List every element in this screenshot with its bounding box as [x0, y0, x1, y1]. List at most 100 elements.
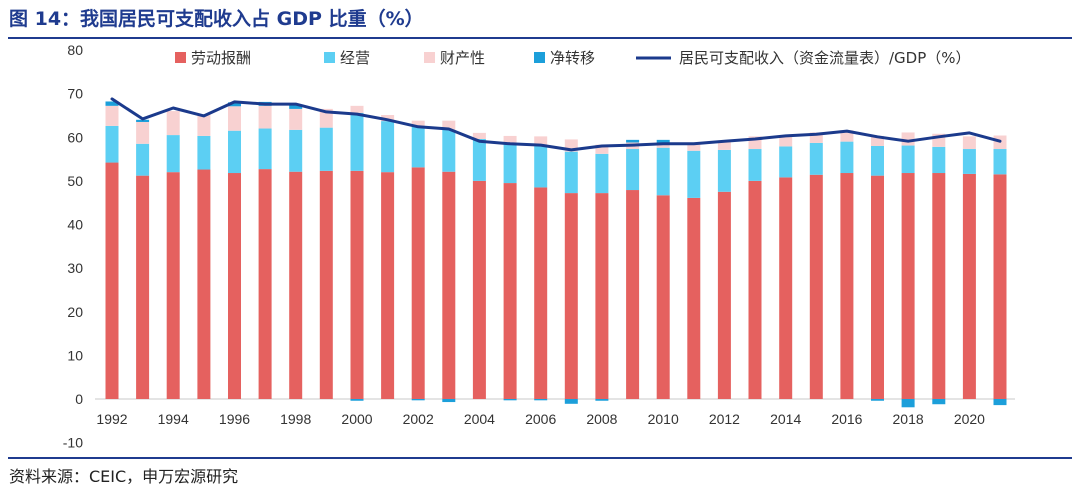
business-income-bar-1997 [258, 128, 272, 170]
property-income-bar-2011 [687, 142, 701, 151]
bar-series-group [105, 101, 1007, 408]
business-income-bar-2008 [595, 153, 609, 194]
net-transfer-bar-2019 [932, 399, 946, 405]
x-axis: 1992 1994 1996 1998 2000 2002 2004 2006 2008 2010… [96, 411, 985, 427]
chart-title: 图 14：我国居民可支配收入占 GDP 比重（%） [9, 8, 424, 30]
property-income-bar-2014 [779, 135, 793, 147]
business-income-bar-2020 [962, 149, 976, 174]
net-transfer-bar-2006 [534, 399, 548, 401]
property-income-bar-1998 [289, 108, 303, 130]
net-transfer-bar-1992 [105, 101, 119, 106]
legend-label-labor-compensation: 劳动报酬 [191, 49, 251, 67]
property-income-bar-1992 [105, 105, 119, 126]
property-income-bar-1993 [136, 121, 150, 144]
net-transfer-bar-2005 [503, 399, 517, 401]
property-income-bar-1995 [197, 114, 211, 136]
business-income-bar-1994 [166, 135, 180, 173]
labor-compensation-bar-2005 [503, 183, 517, 399]
labor-compensation-bar-2007 [564, 193, 578, 399]
property-income-bar-1997 [258, 105, 272, 129]
x-tick-label: 2020 [954, 411, 985, 427]
business-income-bar-2019 [932, 146, 946, 174]
business-income-bar-2011 [687, 150, 701, 198]
property-income-bar-2018 [901, 132, 915, 146]
y-tick-label: 30 [67, 260, 83, 276]
labor-compensation-bar-2019 [932, 173, 946, 399]
business-income-bar-2014 [779, 146, 793, 178]
legend-swatch-labor-compensation [175, 52, 186, 63]
business-income-bar-1996 [228, 130, 241, 174]
labor-compensation-bar-2013 [748, 180, 762, 400]
business-income-bar-1993 [136, 143, 150, 176]
legend: 劳动报酬 经营 财产性 净转移 居民可支配收入（资金流量表）/GDP（%） [175, 49, 971, 67]
labor-compensation-bar-1995 [197, 169, 211, 399]
net-transfer-bar-2021 [993, 399, 1007, 406]
legend-label-disposable-income-ratio: 居民可支配收入（资金流量表）/GDP（%） [679, 49, 971, 67]
business-income-bar-2001 [381, 121, 395, 173]
labor-compensation-bar-2021 [993, 174, 1007, 399]
labor-compensation-bar-1994 [166, 172, 180, 399]
legend-swatch-business-income [324, 52, 335, 63]
labor-compensation-bar-2020 [962, 173, 976, 399]
business-income-bar-2010 [656, 147, 670, 196]
legend-label-property-income: 财产性 [440, 49, 485, 67]
business-income-bar-2005 [503, 143, 517, 184]
business-income-bar-2003 [442, 129, 456, 172]
legend-label-business-income: 经营 [340, 49, 370, 67]
labor-compensation-bar-2016 [840, 173, 854, 399]
net-transfer-bar-1996 [228, 102, 241, 107]
y-tick-label: 20 [67, 304, 83, 320]
legend-item-disposable-income-ratio: 居民可支配收入（资金流量表）/GDP（%） [636, 49, 971, 67]
business-income-bar-2000 [350, 112, 364, 171]
property-income-bar-2008 [595, 144, 609, 154]
y-axis: -10 0 10 20 30 40 50 60 70 80 [63, 42, 83, 451]
business-income-bar-2006 [534, 144, 548, 188]
labor-compensation-bar-2012 [717, 191, 731, 399]
business-income-bar-2002 [411, 126, 425, 168]
labor-compensation-bar-2015 [809, 174, 823, 399]
labor-compensation-bar-2011 [687, 197, 701, 399]
business-income-bar-1998 [289, 129, 303, 172]
legend-item-labor-compensation: 劳动报酬 [175, 49, 251, 67]
x-tick-label: 2002 [403, 411, 434, 427]
business-income-bar-2017 [871, 145, 884, 176]
property-income-bar-1996 [228, 106, 241, 131]
net-transfer-bar-2007 [564, 399, 578, 404]
business-income-bar-1995 [197, 135, 211, 170]
x-tick-label: 1992 [96, 411, 127, 427]
legend-swatch-net-transfer [534, 52, 545, 63]
property-income-bar-2006 [534, 136, 548, 145]
y-tick-label: 10 [67, 347, 83, 363]
net-transfer-bar-1993 [136, 119, 150, 122]
property-income-bar-1994 [166, 111, 180, 136]
x-tick-label: 2006 [525, 411, 556, 427]
net-transfer-bar-1998 [289, 104, 303, 109]
labor-compensation-bar-2002 [411, 167, 425, 399]
net-transfer-bar-2003 [442, 399, 456, 403]
business-income-bar-2016 [840, 141, 854, 174]
labor-compensation-bar-2003 [442, 171, 456, 399]
labor-compensation-bar-1996 [228, 173, 241, 399]
source-note: 资料来源：CEIC，申万宏源研究 [9, 467, 239, 486]
line-series-group [110, 97, 1002, 152]
x-tick-label: 2016 [831, 411, 862, 427]
business-income-bar-1999 [319, 127, 333, 171]
business-income-bar-2013 [748, 149, 762, 181]
x-tick-label: 2018 [893, 411, 924, 427]
labor-compensation-bar-1999 [319, 170, 333, 399]
labor-compensation-bar-1993 [136, 175, 150, 399]
y-tick-label: 80 [67, 42, 83, 58]
labor-compensation-bar-2014 [779, 177, 793, 399]
labor-compensation-bar-1992 [105, 162, 119, 399]
labor-compensation-bar-2018 [901, 173, 915, 399]
x-tick-label: 2004 [464, 411, 495, 427]
business-income-bar-2012 [717, 149, 731, 192]
x-tick-label: 1996 [219, 411, 250, 427]
labor-compensation-bar-2008 [595, 193, 609, 399]
labor-compensation-bar-2009 [626, 190, 640, 399]
legend-swatch-property-income [424, 52, 435, 63]
property-income-bar-2017 [871, 135, 884, 146]
labor-compensation-bar-2000 [350, 170, 364, 399]
legend-item-net-transfer: 净转移 [534, 49, 595, 67]
business-income-bar-2009 [626, 149, 640, 191]
